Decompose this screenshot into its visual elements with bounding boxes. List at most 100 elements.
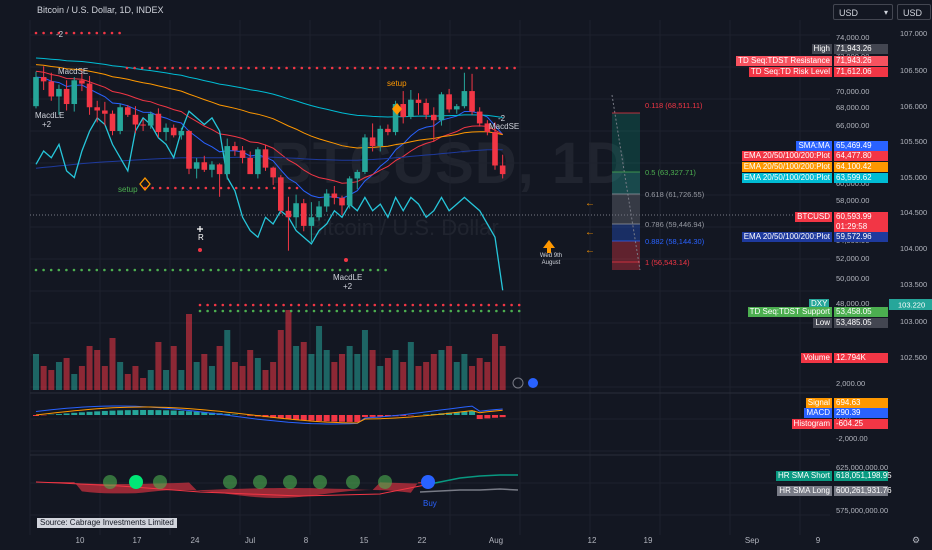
candle-body xyxy=(56,88,62,97)
tdst-support-dot xyxy=(396,309,399,313)
hr-signal-dot xyxy=(421,475,435,489)
candle-body xyxy=(193,162,200,169)
currency-button-right[interactable]: USD xyxy=(897,4,931,20)
macd-histogram-bar xyxy=(384,415,391,417)
scale-label-name: High xyxy=(811,44,832,54)
volume-bar xyxy=(293,346,300,390)
candle-body xyxy=(492,132,498,166)
volume-bar xyxy=(415,366,422,390)
tdst-support-dot xyxy=(495,309,498,313)
tdst-dot xyxy=(441,303,445,307)
tdst-dot xyxy=(34,31,38,35)
fib-band xyxy=(612,194,640,224)
currency-button-left[interactable]: USD ▾ xyxy=(833,4,893,20)
volume-bar xyxy=(71,374,78,390)
tdst-resistance-dot xyxy=(338,66,342,70)
scale-label-value: 618,051,198.95 xyxy=(834,471,892,481)
macd-histogram-bar xyxy=(476,415,483,420)
candle-body xyxy=(339,197,345,206)
tdst-dot xyxy=(510,303,513,307)
risk-dot xyxy=(344,258,348,262)
td-count-dot xyxy=(174,186,177,190)
price-axis-tick: 58,000.00 xyxy=(836,196,869,205)
tdst-dot xyxy=(426,303,430,307)
volume-bar xyxy=(484,362,491,390)
tdst-support-dot xyxy=(419,309,422,313)
volume-bar xyxy=(453,362,460,390)
tdst-resistance-dot xyxy=(247,66,250,70)
scale-label-value: 600,261,931.76 xyxy=(834,486,892,496)
tdst-dot xyxy=(213,303,217,307)
tdst-support-dot xyxy=(221,309,225,313)
tdst-support-dot xyxy=(300,268,304,272)
volume-bar xyxy=(461,354,468,390)
volume-bar xyxy=(117,362,124,390)
scale-label-name: EMA 20/50/100/200:Plot xyxy=(741,232,832,242)
candle-body xyxy=(385,128,391,133)
source-note: Source: Cabrage Investments Limited xyxy=(37,518,177,528)
macd-histogram-bar xyxy=(285,415,292,420)
macd-histogram-bar xyxy=(71,412,78,415)
candle-body xyxy=(362,137,368,172)
volume-bar xyxy=(331,362,338,390)
hr-signal-dot xyxy=(153,475,167,489)
tdst-support-dot xyxy=(381,309,384,313)
candle-body xyxy=(86,83,93,108)
time-axis-tick: 12 xyxy=(588,536,597,545)
ema-100-line xyxy=(35,57,503,118)
up-arrow-icon xyxy=(543,240,555,253)
macd-histogram-bar xyxy=(369,415,376,417)
event-label: Wed 9th August xyxy=(539,253,563,266)
hr-sma-short-line xyxy=(424,474,518,486)
tdst-support-dot xyxy=(267,309,270,313)
tdst-support-dot xyxy=(320,309,323,313)
scale-label-name: TD Seq:TDST Resistance xyxy=(736,56,832,66)
scale-label-value: 53,485.05 xyxy=(834,318,888,328)
dxy-axis-tick: 107.000 xyxy=(900,29,927,38)
scale-label-value: 71,943.26 xyxy=(834,56,888,66)
tdst-resistance-dot xyxy=(384,66,387,70)
candle-body xyxy=(354,171,361,179)
tdst-dot xyxy=(396,303,399,307)
tdst-support-dot xyxy=(335,309,339,313)
candle-body xyxy=(408,99,414,117)
tdst-support-dot xyxy=(510,309,513,313)
time-axis-tick: Jul xyxy=(245,536,255,545)
fib-band xyxy=(612,113,640,172)
tdst-support-dot xyxy=(259,309,263,313)
tdst-resistance-dot xyxy=(505,66,509,70)
tdst-dot xyxy=(80,31,83,35)
tdst-dot xyxy=(517,303,521,307)
tdst-dot xyxy=(434,303,437,307)
hr-signal-dot xyxy=(103,475,117,489)
volume-bar xyxy=(55,362,62,390)
volume-bar xyxy=(193,362,200,390)
volume-bar xyxy=(231,362,238,390)
setup-diamond-icon xyxy=(139,176,151,192)
tdst-support-dot xyxy=(213,309,217,313)
dxy-current-badge xyxy=(889,299,932,310)
volume-bar xyxy=(346,346,353,390)
candle-body xyxy=(102,110,108,114)
tdst-support-dot xyxy=(312,309,316,313)
tdst-support-dot xyxy=(350,309,354,313)
td-sequential-marks xyxy=(34,31,538,389)
candle-body xyxy=(170,127,177,136)
tdst-dot xyxy=(49,31,53,35)
tdst-support-dot xyxy=(133,268,137,272)
macd-histogram-bar xyxy=(354,415,361,422)
scale-label-name: Signal xyxy=(805,398,832,408)
signal-line xyxy=(35,406,503,424)
tdst-support-dot xyxy=(255,268,258,272)
macdse-right: MacdSE xyxy=(489,122,520,131)
macdse-left-pre: -2 xyxy=(56,30,64,39)
scale-label-name: EMA 20/50/100/200:Plot xyxy=(741,151,832,161)
hr-signal-dot xyxy=(378,475,392,489)
candle-body xyxy=(469,91,475,112)
candle-body xyxy=(255,149,261,175)
dxy-axis-tick: 104.000 xyxy=(900,244,927,253)
macd-histogram-bar xyxy=(86,411,93,415)
tdst-resistance-dot xyxy=(346,66,349,70)
volume-bar xyxy=(109,338,116,390)
